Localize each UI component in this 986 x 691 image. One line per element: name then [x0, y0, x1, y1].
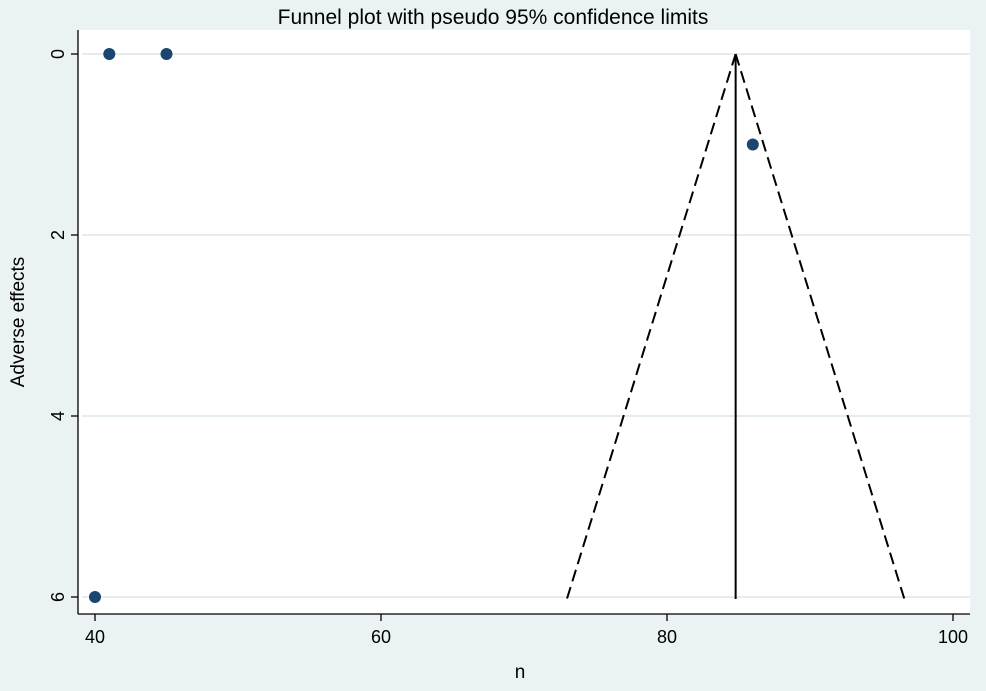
y-tick-label: 6: [48, 592, 68, 602]
study-point: [160, 48, 173, 60]
x-tick-label: 40: [85, 627, 105, 647]
x-axis-label: n: [515, 662, 526, 683]
study-point: [746, 138, 759, 151]
y-axis-label: Adverse effects: [8, 257, 29, 388]
study-point: [89, 591, 101, 603]
study-point: [103, 48, 116, 60]
x-tick-label: 100: [938, 627, 968, 647]
x-tick-label: 80: [657, 627, 677, 647]
y-tick-label: 0: [48, 49, 68, 59]
plot-area: [78, 30, 970, 614]
y-tick-label: 2: [48, 230, 68, 240]
lower-confidence-limit: [565, 53, 737, 600]
upper-confidence-limit: [734, 53, 906, 600]
y-tick-label: 4: [48, 411, 68, 421]
chart-title: Funnel plot with pseudo 95% confidence l…: [278, 6, 709, 29]
x-tick-label: 60: [371, 627, 391, 647]
